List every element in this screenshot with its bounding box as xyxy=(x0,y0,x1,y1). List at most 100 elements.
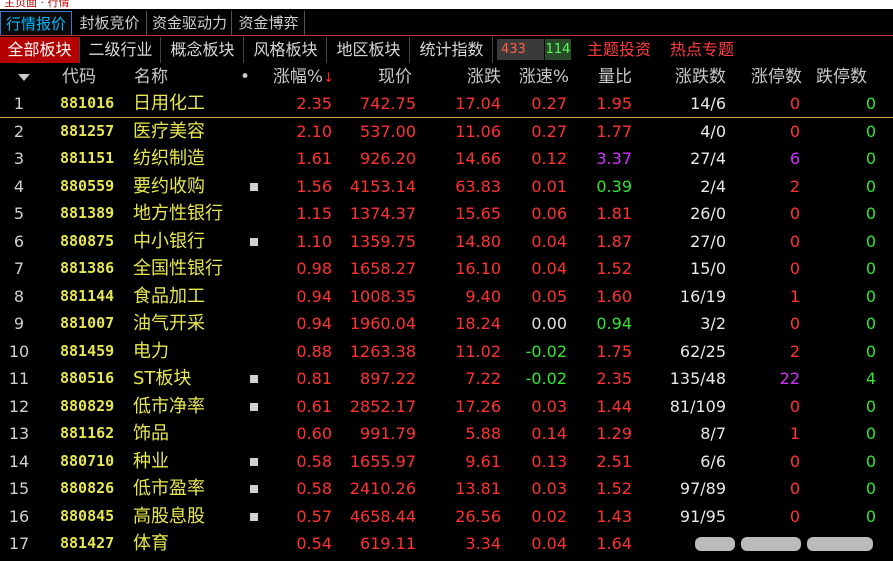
sector-code: 881459 xyxy=(60,341,115,360)
table-row[interactable]: 14 880710 种业 0.58 1655.97 9.61 0.13 2.51 6/6 0 0 xyxy=(0,448,893,476)
tab-theme-investing[interactable]: 主题投资 xyxy=(587,40,652,59)
price-change: 3.34 xyxy=(465,534,501,553)
table-row[interactable]: 15 880826 低市盈率 0.58 2410.26 13.81 0.03 1.52 97/8… xyxy=(0,475,893,503)
table-row[interactable]: 12 880829 低市净率 0.61 2852.17 17.26 0.03 1.44 81/1… xyxy=(0,393,893,421)
limit-down-count: 0 xyxy=(865,451,876,471)
volume-ratio: 1.60 xyxy=(596,286,632,306)
row-index: 1 xyxy=(13,94,25,113)
pct-change: 0.57 xyxy=(296,506,332,526)
table-row[interactable]: 16 880845 高股息股 0.57 4658.44 26.56 0.02 1.43 91/9… xyxy=(0,503,893,531)
pct-change: 0.58 xyxy=(296,479,332,498)
price-change: 5.88 xyxy=(465,424,501,443)
change-speed: 0.00 xyxy=(531,314,567,333)
tab-quotes[interactable]: 行情报价 xyxy=(0,11,72,35)
sector-code: 881257 xyxy=(60,121,115,140)
table-row[interactable]: 17 881427 体育 0.54 619.11 3.34 0.04 1.64 xyxy=(0,530,893,558)
tab-region-sectors[interactable]: 地区板块 xyxy=(328,37,410,63)
change-speed: 0.27 xyxy=(531,94,567,113)
price-change: 15.65 xyxy=(455,204,501,223)
current-price: 1374.37 xyxy=(349,204,416,223)
volume-ratio: 2.51 xyxy=(596,451,632,471)
sector-code: 881151 xyxy=(60,149,115,167)
col-updown[interactable]: 涨跌数 xyxy=(675,67,726,87)
limit-down-count: 0 xyxy=(865,176,876,196)
table-row[interactable]: 13 881162 饰品 0.60 991.79 5.88 0.14 1.29 8/7 1 0 xyxy=(0,420,893,448)
col-change[interactable]: 涨跌 xyxy=(467,67,501,87)
change-speed: 0.13 xyxy=(531,451,567,471)
change-speed: 0.02 xyxy=(531,506,567,526)
table-row[interactable]: 8 881144 食品加工 0.94 1008.35 9.40 0.05 1.60 16/19 1… xyxy=(0,283,893,311)
table-row[interactable]: 2 881257 医疗美容 2.10 537.00 11.06 0.27 1.77 4/0 0 0 xyxy=(0,118,893,146)
sector-code: 881162 xyxy=(60,424,115,442)
tab-level2-industry[interactable]: 二级行业 xyxy=(81,37,161,63)
updown-count: 81/109 xyxy=(669,396,726,416)
limit-down-count: 0 xyxy=(865,424,876,443)
table-row[interactable]: 3 881151 纺织制造 1.61 926.20 14.66 0.12 3.37 27/4 6 0 xyxy=(0,145,893,173)
col-code[interactable]: 代码 xyxy=(62,67,96,87)
limit-up-count: 6 xyxy=(789,149,800,168)
col-vol-ratio[interactable]: 量比 xyxy=(598,67,632,87)
volume-ratio: 1.52 xyxy=(596,479,632,498)
limit-up-count: 22 xyxy=(779,369,800,388)
tab-capital-game[interactable]: 资金博弈 xyxy=(233,11,305,35)
change-speed: 0.12 xyxy=(531,149,567,168)
limit-down-count: 0 xyxy=(865,259,876,278)
sector-name: 油气开采 xyxy=(133,313,205,334)
volume-ratio: 1.43 xyxy=(596,506,632,526)
limit-down-count: 4 xyxy=(865,369,876,388)
sector-code: 881427 xyxy=(60,534,115,552)
pct-change: 1.56 xyxy=(296,176,332,196)
table-row[interactable]: 9 881007 油气开采 0.94 1960.04 18.24 0.00 0.94 3/2 0 0 xyxy=(0,310,893,338)
change-speed: 0.03 xyxy=(531,479,567,498)
updown-count: 15/0 xyxy=(690,259,726,278)
col-limit-up[interactable]: 涨停数 xyxy=(751,67,802,87)
col-price[interactable]: 现价 xyxy=(378,67,412,87)
table-row[interactable]: 1 881016 日用化工 2.35 742.75 17.04 0.27 1.95 14/6 0 0 xyxy=(0,90,893,118)
sector-name: ST板块 xyxy=(133,368,192,389)
volume-ratio: 2.35 xyxy=(596,369,632,388)
row-index: 11 xyxy=(8,369,30,388)
change-speed: -0.02 xyxy=(525,341,567,361)
col-pct[interactable]: 涨幅%↓ xyxy=(272,67,334,87)
pct-change: 0.81 xyxy=(296,369,332,388)
col-name[interactable]: 名称 xyxy=(134,67,168,87)
updown-count: 26/0 xyxy=(690,204,726,223)
table-row[interactable]: 11 880516 ST板块 0.81 897.22 7.22 -0.02 2.35 135/4… xyxy=(0,365,893,393)
limit-down-count: 0 xyxy=(865,396,876,416)
updown-count: 97/89 xyxy=(679,479,726,498)
table-row[interactable]: 10 881459 电力 0.88 1263.38 11.02 -0.02 1.75 62/25… xyxy=(0,338,893,366)
sector-name: 低市盈率 xyxy=(133,478,205,499)
marker-dot-icon xyxy=(250,457,258,466)
updown-count: 8/7 xyxy=(700,424,726,443)
sort-dropdown-icon[interactable] xyxy=(18,74,30,81)
tab-stat-index[interactable]: 统计指数 xyxy=(411,37,493,63)
table-row[interactable]: 6 880875 中小银行 1.10 1359.75 14.80 0.04 1.87 27/0 0… xyxy=(0,228,893,256)
table-row[interactable]: 5 881389 地方性银行 1.15 1374.37 15.65 0.06 1.81 26/0… xyxy=(0,200,893,228)
updown-count: 27/0 xyxy=(690,231,726,251)
limit-down-count: 0 xyxy=(865,506,876,526)
limit-down-count: 0 xyxy=(865,341,876,361)
limit-up-count: 0 xyxy=(789,204,800,223)
pct-change: 0.61 xyxy=(296,396,332,416)
tab-style-sectors[interactable]: 风格板块 xyxy=(245,37,327,63)
table-row[interactable]: 7 881386 全国性银行 0.98 1658.27 16.10 0.04 1.52 15/0… xyxy=(0,255,893,283)
tab-capital-drive[interactable]: 资金驱动力 xyxy=(148,11,232,35)
tab-hot-topics[interactable]: 热点专题 xyxy=(670,40,735,59)
limit-up-count: 0 xyxy=(789,231,800,251)
current-price: 1655.97 xyxy=(349,451,416,471)
pct-change: 0.94 xyxy=(296,286,332,306)
limit-up-count: 0 xyxy=(789,506,800,526)
pct-change: 0.98 xyxy=(296,259,332,278)
tab-all-sectors[interactable]: 全部板块 xyxy=(0,37,80,63)
price-change: 9.40 xyxy=(465,286,501,306)
tab-seal-auction[interactable]: 封板竞价 xyxy=(73,11,147,35)
volume-ratio: 1.77 xyxy=(596,121,632,141)
marker-dot-icon xyxy=(250,485,258,493)
window-title: 主页面 · 行情 xyxy=(4,0,70,9)
col-limit-down[interactable]: 跌停数 xyxy=(816,67,867,87)
tab-concept-sectors[interactable]: 概念板块 xyxy=(162,37,244,63)
table-row[interactable]: 4 880559 要约收购 1.56 4153.14 63.83 0.01 0.39 2/4 2 0 xyxy=(0,173,893,201)
col-speed[interactable]: 涨速% xyxy=(518,67,569,87)
sector-name: 日用化工 xyxy=(133,93,205,114)
current-price: 1008.35 xyxy=(349,286,416,306)
